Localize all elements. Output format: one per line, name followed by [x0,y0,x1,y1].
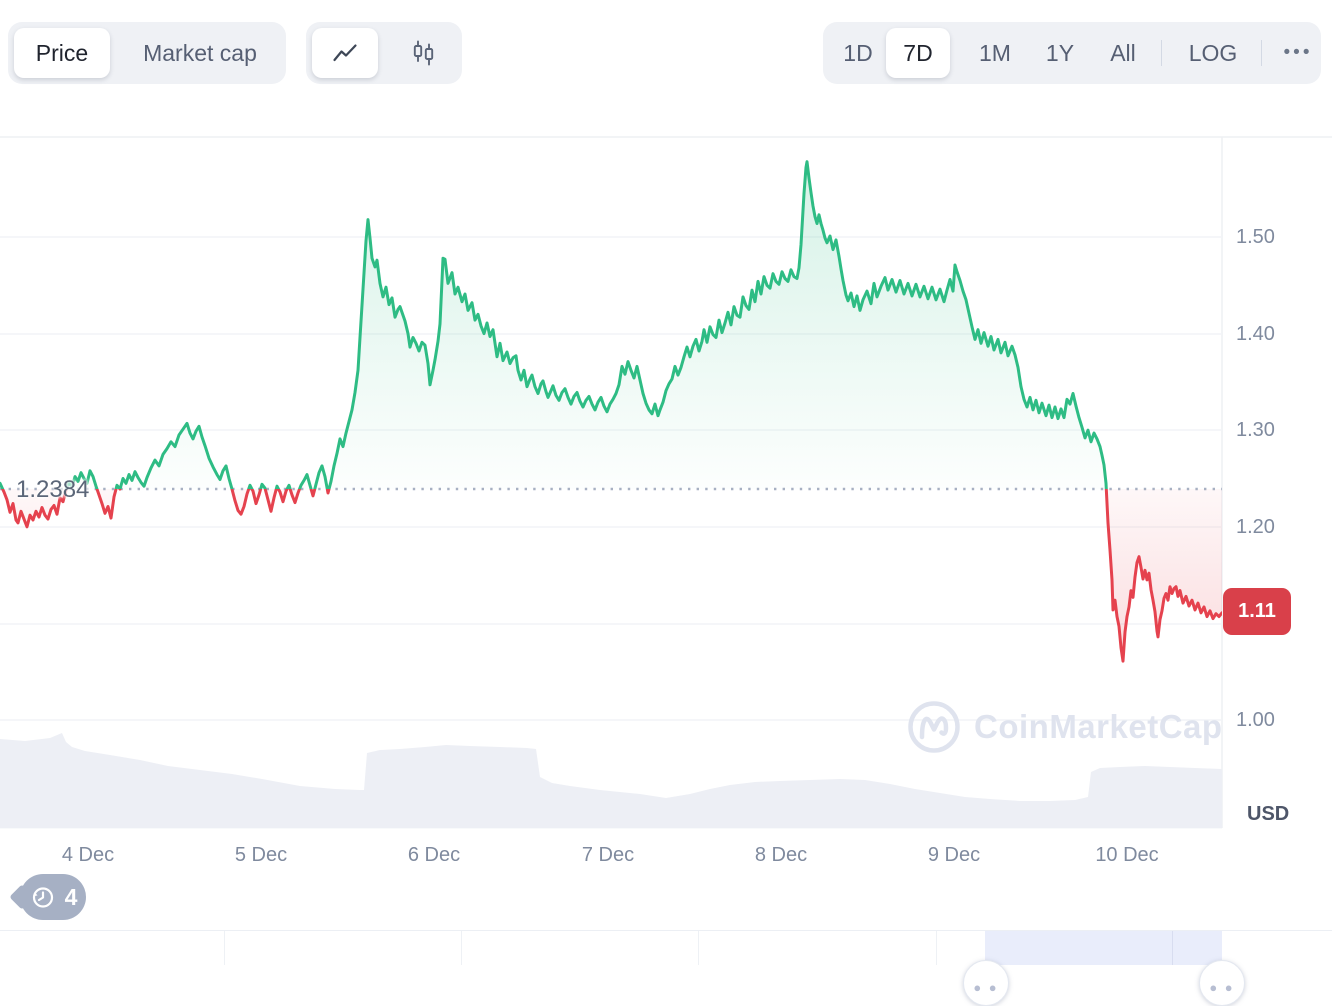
navigator-divider [224,931,225,965]
y-tick-label: 1.00 [1236,709,1275,731]
divider [1261,40,1262,66]
grip-dots-icon: ● ● [1209,980,1235,995]
line-chart-button[interactable] [312,22,378,84]
line-chart-icon [333,44,357,62]
baseline-price-label: 1.2384 [16,476,90,503]
history-count: 4 [64,884,78,910]
divider [1161,40,1162,66]
y-axis-unit-label: USD [1247,803,1290,825]
navigator-divider [1172,931,1173,965]
metric-toggle: Price Market cap [8,22,286,84]
x-tick-label: 9 Dec [927,844,981,866]
x-tick-label: 8 Dec [754,844,808,866]
range-active-pill [886,28,950,78]
y-tick-label: 1.40 [1236,323,1275,345]
range-1d[interactable]: 1D [843,40,873,66]
chart-style-active-pill [312,28,378,78]
candlestick-icon [413,40,434,66]
y-tick-label: 1.50 [1236,226,1275,248]
log-scale-button[interactable]: LOG [1188,40,1238,66]
x-tick-label: 4 Dec [61,844,115,866]
history-clock-icon [32,887,54,908]
more-options-button[interactable]: ••• [1283,42,1313,63]
chart-navigator[interactable] [0,930,1332,965]
current-price-badge: 1.11 [1223,588,1291,635]
chart-style-toggle [306,22,462,84]
grip-dots-icon: ● ● [973,980,999,995]
chart-plot-area[interactable] [0,137,1222,828]
y-tick-label: 1.20 [1236,516,1275,538]
y-tick-label: 1.30 [1236,419,1275,441]
navigator-divider [936,931,937,965]
navigator-handle-left[interactable]: ● ● [963,960,1009,1006]
navigator-handle-right[interactable]: ● ● [1199,960,1245,1006]
navigator-divider [461,931,462,965]
metric-active-pill [14,28,110,78]
range-1m[interactable]: 1M [979,40,1011,66]
x-tick-label: 10 Dec [1095,844,1159,866]
tab-market-cap[interactable]: Market cap [143,40,257,66]
x-tick-label: 7 Dec [581,844,635,866]
x-tick-label: 6 Dec [407,844,461,866]
navigator-divider [698,931,699,965]
x-tick-label: 5 Dec [234,844,288,866]
history-replay-badge[interactable]: 4 [20,874,86,920]
range-7d[interactable]: 7D [903,40,933,66]
candlestick-chart-button[interactable] [390,22,456,84]
navigator-selection[interactable] [985,931,1222,965]
range-toggle: 1D 7D 1M 1Y All LOG ••• [823,22,1321,84]
tab-price[interactable]: Price [35,40,89,66]
range-all[interactable]: All [1110,40,1136,66]
range-1y[interactable]: 1Y [1045,40,1075,66]
